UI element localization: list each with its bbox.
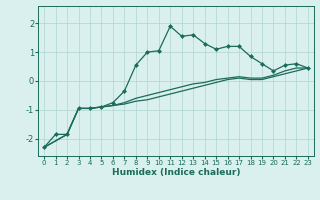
X-axis label: Humidex (Indice chaleur): Humidex (Indice chaleur) bbox=[112, 168, 240, 177]
